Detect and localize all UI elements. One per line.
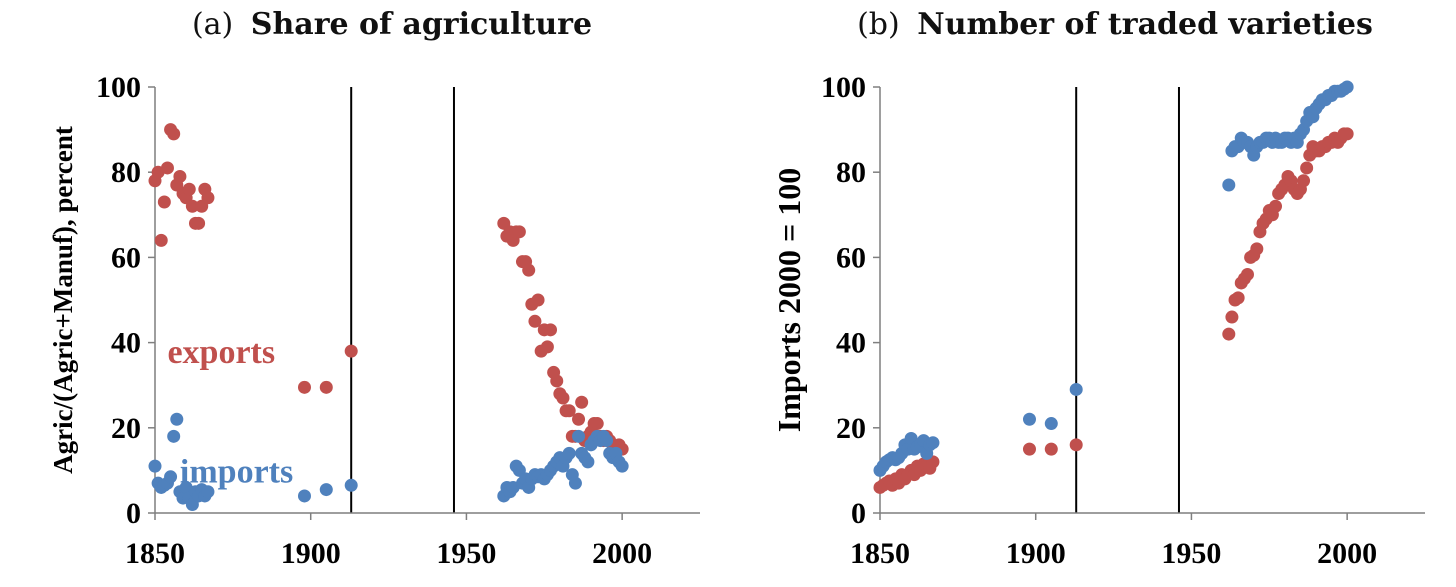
panel-a-exports-point-1973 [531, 293, 545, 307]
panel-a-x-tick-label-1850: 1850 [125, 537, 185, 570]
panel-a-exports-point-1992 [590, 417, 604, 431]
panel-b-exports-point-2000 [1340, 127, 1354, 141]
panel-a-exports-point-1913 [344, 344, 358, 358]
panel-b-exports-point-1963 [1225, 310, 1239, 324]
panel-a-imports-point-1867 [201, 485, 215, 499]
panel-b-exports-point-1898 [1022, 442, 1036, 456]
panel-a-plot-area: 0 20 40 60 80 100 1850 1900 1950 2000 exports impor… [96, 71, 700, 570]
panel-b-exports-point-1962 [1222, 327, 1236, 341]
panel-a-exports-point-1854 [160, 161, 174, 175]
panel-a-y-tick-label-20: 20 [111, 412, 141, 445]
panel-a-title: (a) Share of agriculture [192, 7, 592, 42]
panel-b-y-tick-label-100: 100 [821, 71, 866, 104]
panel-a-exports-point-1898 [297, 380, 311, 394]
panel-a-exports-point-1867 [201, 191, 215, 205]
panel-b-title-text: Number of traded varieties [917, 7, 1373, 42]
panel-b-exports-point-1913 [1069, 438, 1083, 452]
panel-b-exports-point-1905 [1044, 442, 1058, 456]
panel-a-title-text: Share of agriculture [251, 7, 592, 42]
panel-b-x-tick-label-1950: 1950 [1161, 537, 1221, 570]
panel-a-exports-point-1976 [540, 340, 554, 354]
panel-a-annotation-imports: imports [180, 453, 293, 490]
panel-b-imports-point-1913 [1069, 382, 1083, 396]
panel-a-imports-point-1989 [581, 455, 595, 469]
panel-a-exports-point-1852 [154, 233, 168, 247]
panel-a-exports-point-1977 [544, 323, 558, 337]
panel-a-imports-point-1913 [344, 478, 358, 492]
panel-a-imports-point-1985 [568, 476, 582, 490]
panel-a-x-tick-label-1950: 1950 [436, 537, 496, 570]
panel-b-exports-point-1986 [1297, 174, 1311, 188]
panel-a-exports-point-1972 [528, 314, 542, 328]
panel-a-y-tick-label-80: 80 [111, 156, 141, 189]
panel-a-exports-point-1856 [167, 127, 181, 141]
panel-a-exports-point-1862 [185, 199, 199, 213]
panel-a-imports-point-1905 [319, 483, 333, 497]
panel-b-exports-point-1968 [1240, 267, 1254, 281]
panel-b-imports-point-1898 [1022, 412, 1036, 426]
panel-a-annotation-exports: exports [167, 334, 275, 371]
panel-a-exports-point-1858 [173, 169, 187, 183]
panel-a-title-prefix: (a) [192, 7, 233, 42]
panel-a-imports-point-1983 [562, 446, 576, 460]
panel-b: (b) Number of traded varieties Imports 2… [771, 7, 1425, 570]
panel-a-y-tick-label-60: 60 [111, 241, 141, 274]
panel-a-exports-point-1864 [192, 216, 206, 230]
panel-b-exports-point-1971 [1250, 242, 1264, 256]
panel-b-series-exports [873, 127, 1354, 494]
panel-a-y-axis-label: Agric/(Agric+Manuf), percent [48, 126, 78, 474]
panel-b-plot-area: 0 20 40 60 80 100 1850 1900 1950 2000 [821, 71, 1425, 570]
panel-b-exports-point-1965 [1231, 291, 1245, 305]
panel-a-imports-point-1986 [572, 429, 586, 443]
panel-a-imports-point-1898 [297, 489, 311, 503]
panel-b-title-prefix: (b) [857, 7, 900, 42]
panel-a-series-exports [148, 123, 629, 456]
panel-a-exports-point-1983 [562, 404, 576, 418]
panel-b-y-tick-label-80: 80 [836, 156, 866, 189]
panel-a-exports-point-1981 [556, 391, 570, 405]
panel-a-y-tick-label-100: 100 [96, 71, 141, 104]
panel-b-imports-point-1905 [1044, 417, 1058, 431]
panel-b-y-axis-label: Imports 2000 = 100 [771, 168, 807, 432]
panel-b-imports-point-2000 [1340, 80, 1354, 94]
panel-b-imports-point-1962 [1222, 178, 1236, 192]
panel-a-imports-point-1995 [600, 434, 614, 448]
panel-a-exports-point-1967 [512, 225, 526, 239]
panel-b-y-tick-label-40: 40 [836, 327, 866, 360]
panel-a-exports-point-1986 [572, 412, 586, 426]
panel-a-series-imports [148, 412, 629, 511]
panel-a-x-tick-label-1900: 1900 [281, 537, 341, 570]
panel-b-y-tick-label-0: 0 [851, 497, 866, 530]
panel-a-imports-point-2000 [615, 459, 629, 473]
panel-a-exports-point-1970 [522, 263, 536, 277]
panel-b-y-tick-label-20: 20 [836, 412, 866, 445]
panel-b-x-tick-label-1850: 1850 [850, 537, 910, 570]
panel-a-imports-point-1855 [164, 470, 178, 484]
panel-a-y-tick-label-0: 0 [126, 497, 141, 530]
panel-b-exports-point-1987 [1300, 161, 1314, 175]
panel-b-y-tick-label-60: 60 [836, 241, 866, 274]
panel-a-exports-point-1905 [319, 380, 333, 394]
panel-b-series-imports [873, 80, 1354, 477]
panel-a-exports-point-1861 [182, 182, 196, 196]
panel-a-y-tick-label-40: 40 [111, 327, 141, 360]
panel-b-x-tick-label-1900: 1900 [1006, 537, 1066, 570]
panel-a-exports-point-1979 [550, 374, 564, 388]
panel-a-imports-point-1856 [167, 429, 181, 443]
panel-a-imports-point-1857 [170, 412, 184, 426]
panel-b-exports-point-1977 [1269, 199, 1283, 213]
panel-a-x-tick-label-2000: 2000 [592, 537, 652, 570]
panel-b-title: (b) Number of traded varieties [857, 7, 1373, 42]
panel-a-exports-point-1987 [575, 395, 589, 409]
panel-a: (a) Share of agriculture Agric/(Agric+Ma… [48, 7, 700, 570]
panel-a-imports-point-1850 [148, 459, 162, 473]
panel-b-imports-point-1867 [926, 436, 940, 450]
panel-b-x-tick-label-2000: 2000 [1317, 537, 1377, 570]
panel-a-exports-point-1853 [157, 195, 171, 209]
